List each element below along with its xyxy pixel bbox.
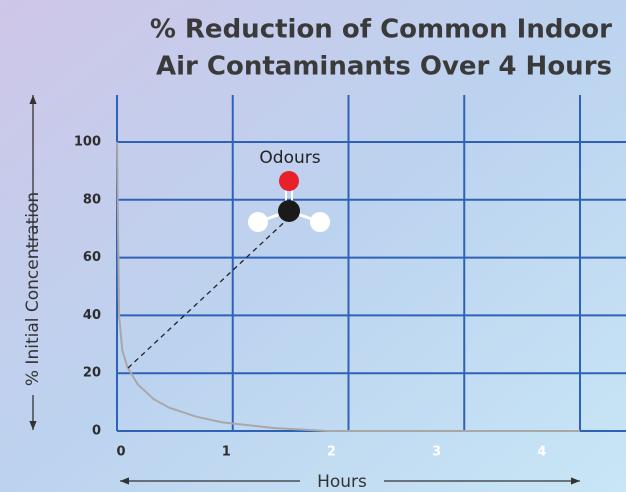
- x-tick-label: 4: [537, 445, 546, 460]
- data-line: [116, 141, 580, 432]
- y-tick-label: 100: [74, 135, 101, 150]
- chart-title: % Reduction of Common Indoor: [150, 15, 612, 45]
- leader-line: [127, 214, 293, 369]
- y-tick-label: 80: [83, 192, 101, 207]
- annotation: Odours: [259, 148, 320, 168]
- y-axis-label: % Initial Concentration: [23, 192, 43, 386]
- x-tick-label: 2: [327, 445, 336, 460]
- y-tick-label: 40: [83, 308, 101, 323]
- x-tick-label: 0: [116, 445, 125, 460]
- x-tick-label: 3: [432, 445, 441, 460]
- y-tick-label: 0: [92, 424, 101, 439]
- y-tick-label: 60: [83, 250, 101, 265]
- molecule-icon: [248, 171, 330, 232]
- x-axis-label: Hours: [317, 472, 367, 492]
- y-tick-label: 20: [83, 366, 101, 381]
- chart-title: Air Contaminants Over 4 Hours: [156, 52, 612, 82]
- x-tick-label: 1: [222, 445, 231, 460]
